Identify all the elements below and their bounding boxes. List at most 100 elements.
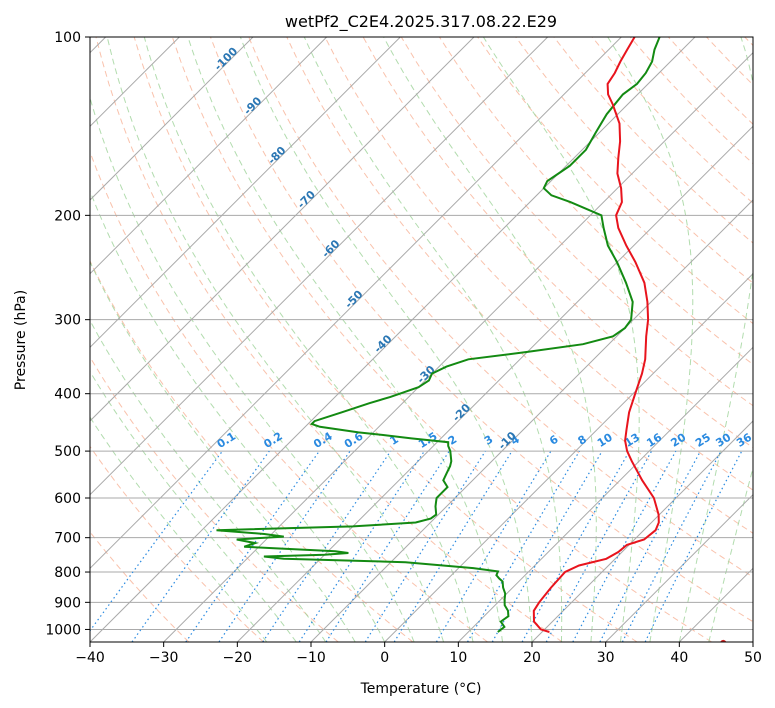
moist-adiabat [90, 189, 386, 642]
plot-frame [89, 36, 754, 643]
isotherm [457, 346, 753, 642]
dewpoint-profile-line [216, 37, 661, 633]
isotherm [678, 567, 753, 642]
dry-adiabat [706, 37, 753, 86]
isotherm [90, 37, 254, 201]
x-tick-label: 50 [744, 650, 762, 666]
y-tick-label: 800 [54, 565, 81, 581]
dry-adiabat [553, 37, 753, 244]
chart-title: wetPf2_C2E4.2025.317.08.22.E29 [285, 12, 557, 32]
isotherm [163, 51, 753, 642]
moist-adiabat [383, 37, 597, 642]
dry-adiabat [210, 37, 753, 623]
isotherm [90, 37, 622, 570]
moist-adiabat [90, 260, 356, 642]
isotherm-label: -60 [319, 237, 342, 260]
mixing-ratio-label: 30 [713, 431, 733, 450]
mixing-ratio-line [364, 450, 486, 642]
isotherm-label: -100 [212, 44, 241, 73]
mixing-ratio-line [521, 450, 631, 642]
mixing-ratio-line [262, 450, 392, 642]
isotherm [90, 37, 696, 642]
mixing-ratio-line [185, 450, 320, 642]
isotherm [236, 125, 753, 642]
isotherms [90, 37, 753, 642]
dry-adiabat [171, 37, 712, 642]
dry-adiabat [133, 37, 638, 642]
mixing-ratio-line [435, 450, 552, 642]
moist-adiabat [187, 37, 503, 642]
x-tick-label: 10 [449, 650, 467, 666]
isotherm [752, 641, 753, 642]
moist-adiabat [239, 37, 533, 642]
isotherm [605, 493, 753, 642]
isotherm-label: -40 [371, 332, 394, 355]
mixing-ratio-line [90, 450, 223, 632]
mixing-ratio-line [298, 450, 425, 642]
x-tick-label: 0 [380, 650, 389, 666]
isotherm [531, 420, 753, 642]
y-tick-label: 100 [54, 30, 81, 46]
mixing-ratio-line [466, 450, 580, 642]
y-tick-label: 200 [54, 208, 81, 224]
isotherm [90, 37, 401, 349]
mixing-ratio-line [644, 450, 743, 642]
y-tick-label: 1000 [45, 622, 81, 638]
mixing-ratio-line [218, 450, 351, 642]
isotherm-label: -50 [342, 288, 365, 311]
theta-label: 40 [711, 637, 731, 657]
temperature-profile-line [532, 37, 660, 633]
mixing-ratio-label: 0.1 [215, 430, 238, 451]
x-tick-label: 40 [670, 650, 688, 666]
isotherm-label: -90 [241, 94, 264, 117]
moist-adiabat [607, 37, 694, 642]
dry-adiabat [744, 37, 753, 47]
moist-adiabat [303, 37, 563, 642]
isotherm [90, 37, 328, 275]
dry-adiabat [438, 37, 753, 366]
moist-adiabat [90, 370, 297, 642]
dry-adiabat [90, 150, 488, 642]
mixing-ratio-label: 3 [482, 433, 495, 448]
y-axis-label: Pressure (hPa) [13, 290, 29, 390]
y-axis-ticks: 100 200 300 400 500 600 700 800 900 1000 [45, 30, 90, 638]
x-axis-label: Temperature (°C) [360, 681, 482, 697]
moist-adiabats [90, 37, 753, 642]
x-axis-ticks: −40 −30 −20 −10 0 10 20 30 40 50 [75, 642, 762, 666]
x-tick-label: −10 [296, 650, 326, 666]
y-tick-label: 900 [54, 595, 81, 611]
mixing-ratio-label: 0.2 [261, 430, 284, 451]
mixing-ratio-label: 6 [547, 433, 561, 448]
mixing-ratio-label: 25 [693, 431, 713, 450]
y-tick-label: 500 [54, 444, 81, 460]
mixing-ratio-label: 36 [734, 431, 754, 450]
mixing-ratio-line [325, 450, 450, 642]
moist-adiabat [708, 466, 753, 642]
moist-adiabat [678, 37, 753, 642]
isotherm [90, 37, 475, 422]
isotherm-label: -10 [496, 429, 519, 452]
plot-area: 0.1 0.2 0.4 0.6 1 1.5 2 3 4 6 8 10 13 16 20 25 30 36-100-… [90, 37, 754, 708]
x-tick-label: 20 [523, 650, 541, 666]
isotherm [384, 272, 753, 642]
isotherm-label: -20 [450, 401, 473, 424]
moist-adiabat [482, 37, 640, 642]
dry-adiabat [286, 37, 753, 534]
dry-adiabat [668, 37, 753, 125]
y-tick-label: 400 [54, 387, 81, 403]
theta-label: 0 [489, 695, 503, 708]
mixing-ratio-line [545, 450, 653, 642]
x-tick-label: 30 [597, 650, 615, 666]
moist-adiabat [90, 319, 327, 642]
dry-adiabat [90, 445, 264, 642]
mixing-ratio-label: 10 [595, 431, 615, 450]
moist-adiabat [106, 37, 445, 642]
isotherm [310, 199, 753, 642]
mixing-ratio-line [393, 450, 513, 642]
dry-adiabat [90, 259, 414, 642]
y-tick-label: 700 [54, 531, 81, 547]
mixing-ratio-label: 20 [668, 431, 688, 450]
moist-adiabat [143, 37, 474, 642]
x-tick-label: −20 [223, 650, 253, 666]
x-tick-label: −30 [149, 650, 179, 666]
